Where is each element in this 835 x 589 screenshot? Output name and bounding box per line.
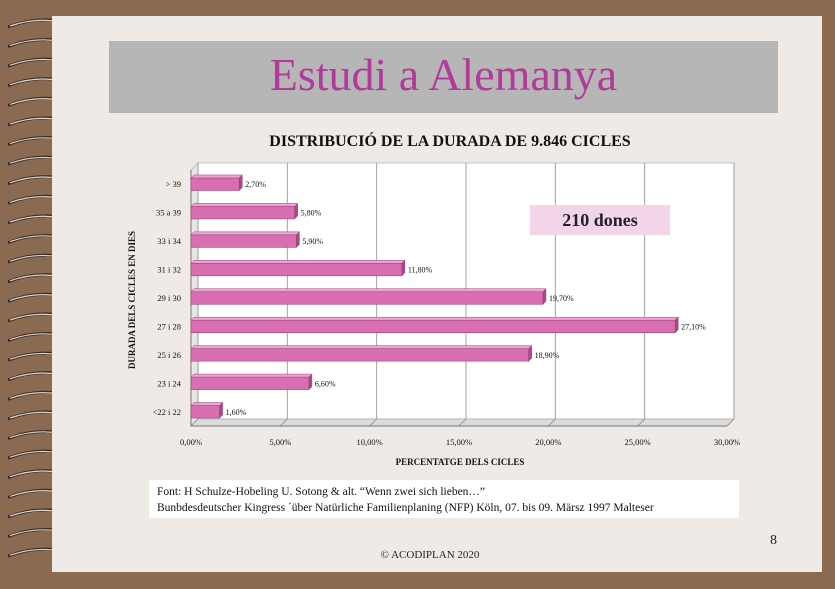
y-tick-label: 35 a 39 (156, 208, 181, 218)
x-tick-label: 5,00% (269, 437, 291, 447)
title-band (109, 41, 778, 113)
gridline-floor (726, 418, 735, 427)
y-axis-label: DURADA DELS CICLES EN DIES (127, 230, 137, 370)
copyright: © ACODIPLAN 2020 (380, 549, 480, 561)
data-label: 19,70% (549, 294, 574, 303)
x-tick-label: 15,00% (446, 437, 472, 447)
bar (190, 288, 547, 305)
y-tick-label: <22 i 22 (153, 407, 181, 417)
y-axis-label-wrap: DURADA DELS CICLES EN DIES (126, 220, 138, 380)
x-tick-label: 25,00% (625, 437, 651, 447)
y-tick-label: 29 i 30 (157, 293, 181, 303)
y-tick-label: 31 i 32 (157, 265, 181, 275)
y-tick-label: 27 i 28 (157, 321, 181, 331)
y-tick-label: > 39 (166, 179, 181, 189)
source-line-2: Bunbdesdeutscher Kingress ´über Natürlic… (157, 502, 654, 514)
source-line-1: Font: H Schulze-Hobeling U. Sotong & alt… (157, 486, 486, 498)
y-tick-label: 23 i 24 (157, 378, 181, 388)
y-tick-label: 33 i 34 (157, 236, 181, 246)
gridline-floor (369, 418, 377, 427)
x-tick-label: 0,00% (180, 437, 202, 447)
bar (190, 345, 533, 362)
x-tick-label: 30,00% (714, 437, 740, 447)
source-citation: Font: H Schulze-Hobeling U. Sotong & alt… (149, 480, 739, 518)
data-label: 1,60% (226, 408, 247, 417)
slide-title: Estudi a Alemanya (269, 49, 618, 100)
bar-chart: 0,00% 5,00% 10,00% 15,00% 20,00% 25,00% 30,00%… (153, 162, 740, 447)
data-label: 11,80% (408, 266, 433, 275)
page-number: 8 (770, 533, 777, 548)
data-label: 18,90% (535, 351, 560, 360)
y-tick-label: 25 i 26 (157, 350, 181, 360)
data-label: 5,80% (301, 209, 322, 218)
data-label: 27,10% (681, 322, 706, 331)
data-label: 6,60% (315, 379, 336, 388)
bar (190, 401, 224, 419)
data-label: 5,90% (302, 237, 323, 246)
bar (190, 202, 299, 220)
x-tick-label: 10,00% (357, 437, 383, 447)
gridline-floor (190, 418, 199, 427)
data-label: 2,70% (245, 180, 266, 189)
gridline-floor (280, 418, 288, 427)
gridline-floor (458, 418, 467, 427)
bar (190, 174, 243, 192)
bar (190, 373, 313, 391)
chart-title: DISTRIBUCIÓ DE LA DURADA DE 9.846 CICLES (269, 133, 631, 150)
x-axis-label: PERCENTATGE DELS CICLES (395, 457, 525, 467)
bar (190, 316, 679, 334)
sample-size-badge: 210 dones (530, 205, 670, 235)
gridline-floor (548, 418, 556, 427)
bar (190, 231, 301, 248)
gridline-floor (637, 418, 645, 427)
x-tick-label: 20,00% (535, 437, 561, 447)
bar (190, 259, 406, 277)
